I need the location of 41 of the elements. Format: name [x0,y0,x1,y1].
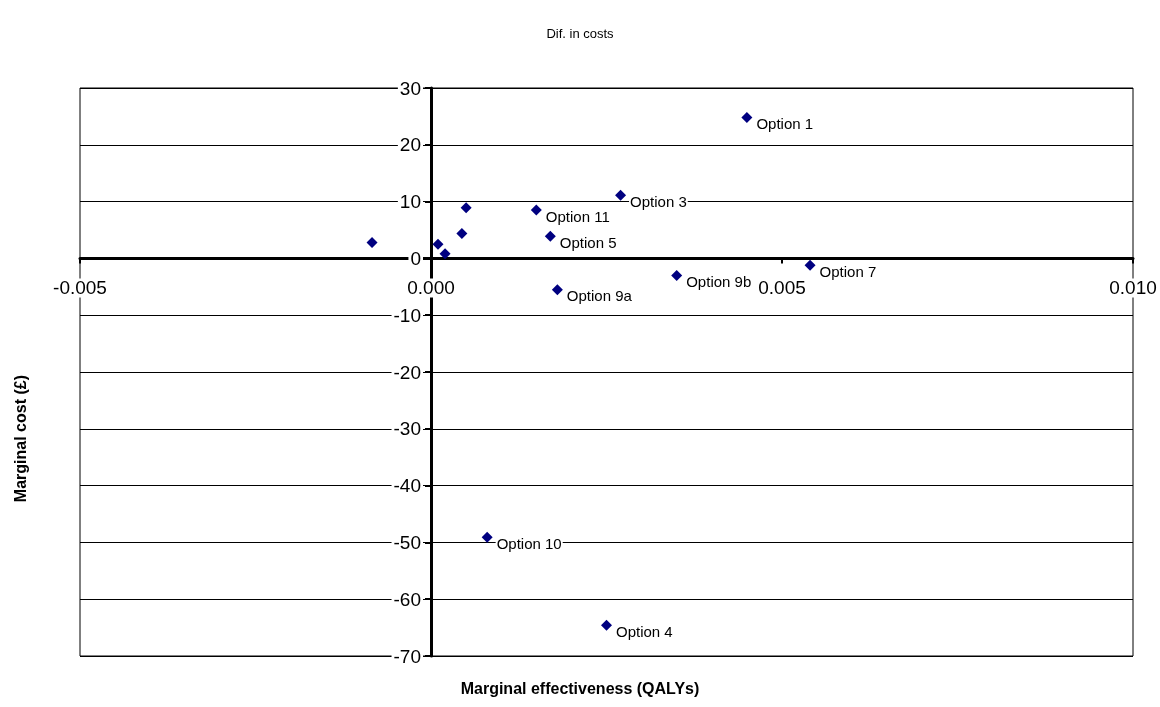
point [741,112,753,124]
y-tick-label: 10 [399,191,421,213]
y-tick-label: -50 [393,531,421,553]
y-tick-label: 20 [399,134,421,156]
data-label: Option 3 [630,192,687,210]
y-tick-label: -10 [393,304,421,326]
x-axis-title: Marginal effectiveness (QALYs) [460,679,700,697]
chart-title: Dif. in costs [546,26,615,41]
data-label: Option 11 [545,207,610,225]
data-label: Option 10 [496,534,562,552]
point [530,204,542,216]
data-label: Option 5 [559,233,617,251]
y-tick-label: -30 [393,418,421,440]
point [544,230,556,242]
data-label: Option 9b [686,272,752,290]
point [804,259,816,271]
point [439,248,451,260]
point [481,531,493,543]
point [601,619,612,631]
x-tick-label: -0.005 [53,277,107,299]
data-label: Option 9a [566,287,633,305]
y-axis-title: Marginal cost (£) [11,374,29,503]
x-tick-label: 0.010 [1109,277,1157,299]
y-tick-label: -60 [393,588,421,610]
y-tick-label: -70 [393,645,421,667]
y-tick-label: -40 [393,475,421,497]
point [671,269,683,281]
point [551,284,563,296]
y-tick-label: -20 [393,361,421,383]
y-tick-label: 0 [410,247,421,269]
point [460,202,472,214]
data-label: Option 4 [616,622,673,640]
data-label: Option 7 [819,262,877,280]
point [456,227,468,239]
x-tick-label: 0.000 [407,277,455,299]
point [432,238,444,250]
x-tick-label: 0.005 [758,277,806,299]
y-tick-label: 30 [399,77,421,99]
data-label: Option 1 [756,115,814,133]
point [615,189,627,201]
point [366,237,378,248]
